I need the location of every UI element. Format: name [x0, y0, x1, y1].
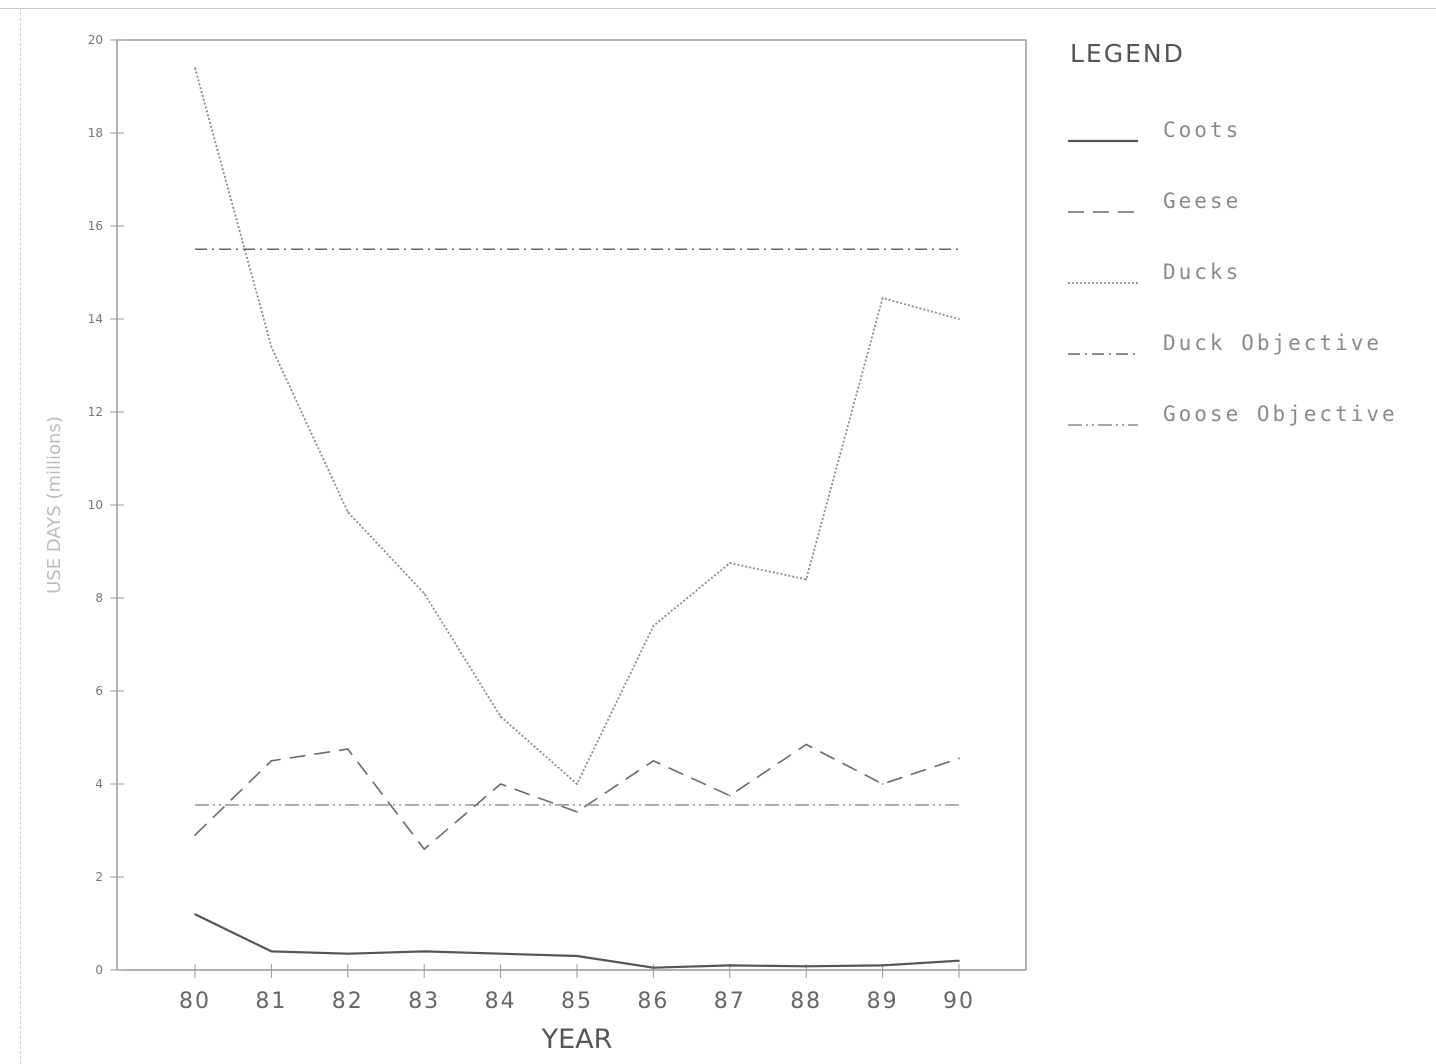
y-tick-label: 12: [88, 405, 103, 419]
x-tick-label: 90: [943, 989, 975, 1014]
legend-label: Goose Objective: [1163, 402, 1398, 426]
data-point: [881, 964, 884, 967]
data-point: [958, 959, 960, 962]
page-top-border: [0, 8, 1436, 9]
x-tick-label: 83: [408, 989, 440, 1014]
data-point: [576, 955, 578, 957]
data-point: [423, 592, 426, 595]
data-point: [194, 913, 196, 915]
data-point: [499, 715, 502, 718]
series-ducks: [194, 67, 960, 785]
x-tick-label: 80: [179, 989, 211, 1014]
x-tick-label: 85: [561, 989, 593, 1014]
data-point: [729, 964, 731, 967]
y-tick-label: 4: [95, 777, 103, 791]
x-tick-label: 81: [255, 989, 287, 1014]
data-point: [729, 562, 731, 564]
data-point: [499, 783, 502, 785]
x-tick-label: 82: [332, 989, 364, 1014]
x-tick-label: 84: [485, 989, 517, 1014]
series-line: [194, 913, 960, 969]
y-axis-title: USE DAYS (millions): [44, 416, 65, 594]
data-point: [805, 743, 807, 746]
data-point: [347, 952, 349, 955]
x-tick-label: 86: [637, 989, 669, 1014]
data-point: [194, 834, 196, 836]
x-tick-label: 88: [790, 989, 822, 1014]
data-point: [881, 783, 884, 785]
x-tick-label: 89: [867, 989, 899, 1014]
legend-label: Geese: [1163, 189, 1241, 213]
series-coots: [194, 913, 960, 969]
data-point: [347, 511, 349, 513]
data-point: [729, 794, 731, 797]
x-axis-title: YEAR: [541, 1024, 613, 1055]
data-point: [652, 625, 655, 627]
legend-label: Duck Objective: [1163, 331, 1382, 355]
data-point: [881, 297, 884, 299]
legend: Coots Geese Ducks Duck Objective Goose Objec…: [1068, 118, 1398, 426]
y-tick-label: 18: [88, 126, 103, 140]
y-tick-label: 14: [88, 312, 103, 326]
y-tick-label: 16: [88, 219, 103, 233]
data-point: [194, 67, 196, 69]
series-line: [194, 743, 960, 850]
data-point: [805, 578, 807, 581]
y-tick-label: 8: [95, 591, 103, 605]
y-axis-ticks: 0 2 4 6 8 10 12 14 16 18 20: [88, 33, 124, 977]
page-left-border: [20, 8, 21, 1064]
data-point: [958, 757, 960, 760]
y-tick-label: 0: [95, 963, 103, 977]
data-point: [958, 318, 960, 320]
data-point: [576, 811, 578, 813]
data-point: [423, 950, 426, 953]
legend-title: LEGEND: [1070, 39, 1185, 68]
y-tick-label: 10: [88, 498, 103, 512]
x-tick-label: 87: [714, 989, 746, 1014]
x-axis-ticks: 80 81 82 83 84 85 86 87 88 89 90: [179, 964, 975, 1014]
legend-label: Coots: [1163, 118, 1241, 142]
y-tick-label: 20: [88, 33, 103, 47]
data-point: [270, 950, 273, 953]
plot-frame: [116, 39, 1027, 971]
data-point: [347, 748, 349, 750]
y-tick-label: 6: [95, 684, 103, 698]
y-tick-label: 2: [95, 870, 103, 884]
data-point: [270, 759, 273, 762]
data-point: [576, 783, 578, 785]
data-point: [652, 966, 655, 969]
legend-label: Ducks: [1163, 260, 1241, 284]
data-point: [423, 848, 426, 850]
data-point: [652, 759, 655, 762]
series-line: [194, 67, 960, 785]
data-point: [270, 346, 273, 348]
data-point: [805, 965, 807, 968]
data-point: [499, 952, 502, 955]
series-lines: [194, 67, 960, 969]
series-geese: [194, 743, 960, 850]
